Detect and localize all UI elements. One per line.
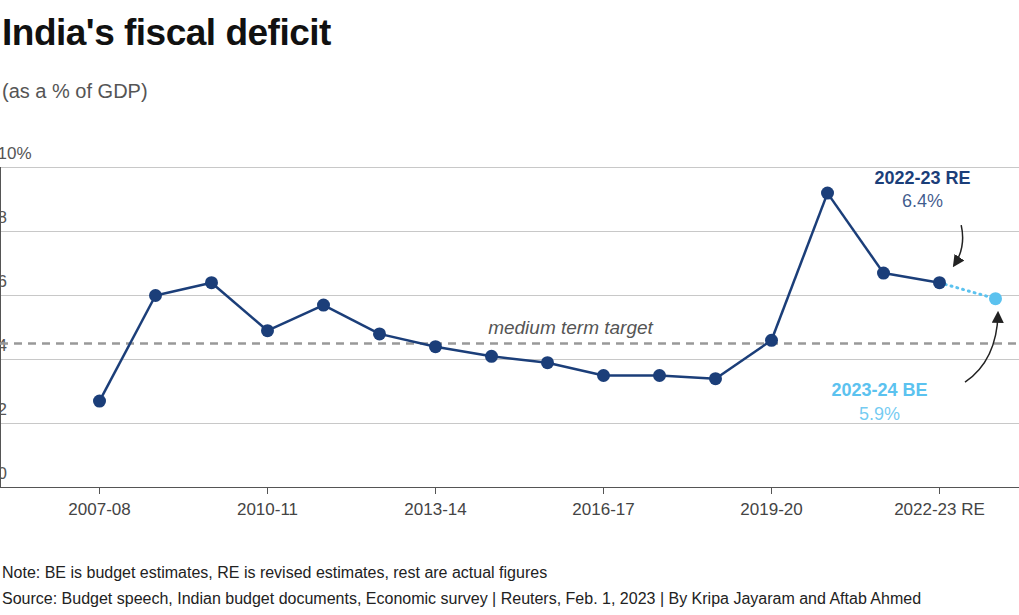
svg-text:6.4%: 6.4% [902, 191, 943, 211]
svg-text:2022-23 RE: 2022-23 RE [874, 168, 970, 188]
svg-text:4: 4 [0, 336, 7, 355]
svg-text:10%: 10% [0, 144, 32, 163]
svg-text:2007-08: 2007-08 [68, 500, 130, 519]
svg-text:2010-11: 2010-11 [237, 500, 298, 519]
svg-text:2019-20: 2019-20 [740, 500, 802, 519]
svg-text:2022-23 RE: 2022-23 RE [894, 500, 985, 519]
svg-text:5.9%: 5.9% [859, 404, 900, 424]
html-text:Note: BE is budget estimates,: Note: BE is budget estimates, RE is revi… [2, 564, 548, 581]
svg-text:2013-14: 2013-14 [404, 500, 466, 519]
html-text:India's fiscal deficit: India's fiscal deficit [2, 12, 331, 53]
svg-text:8: 8 [0, 208, 7, 227]
svg-text:2016-17: 2016-17 [572, 500, 634, 519]
html-text:Source: Budget speech, Indian: Source: Budget speech, Indian budget doc… [2, 590, 922, 607]
html-text:(as a % of GDP): (as a % of GDP) [2, 80, 148, 102]
svg-text:0: 0 [0, 464, 7, 483]
svg-text:6: 6 [0, 272, 7, 291]
svg-text:2023-24 BE: 2023-24 BE [831, 380, 927, 400]
svg-text:medium term target: medium term target [488, 317, 653, 338]
svg-text:2: 2 [0, 400, 7, 419]
